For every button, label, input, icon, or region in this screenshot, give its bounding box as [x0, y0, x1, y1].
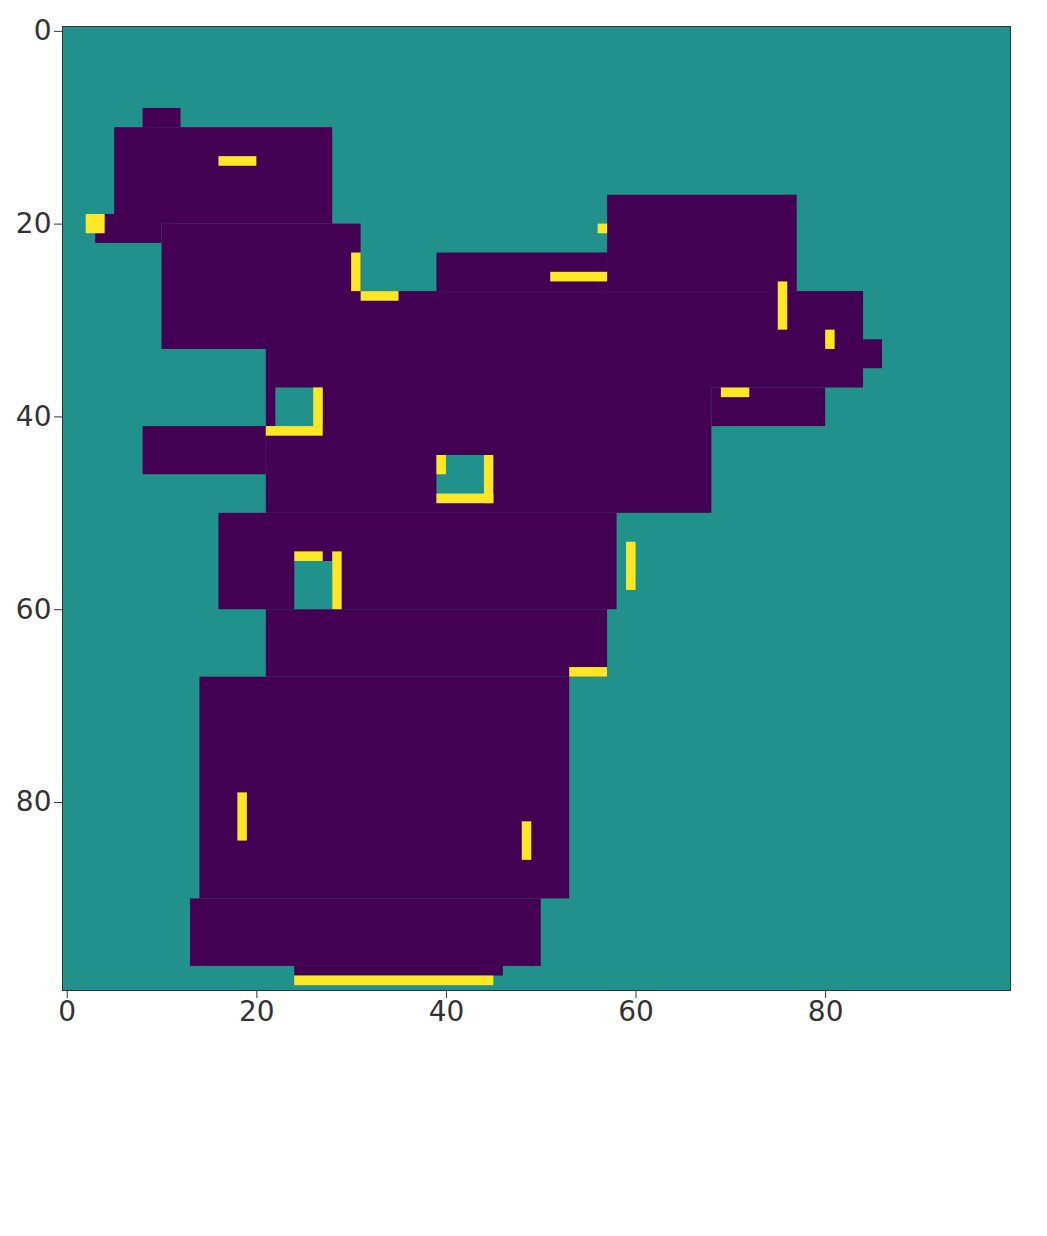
- svg-text:80: 80: [808, 995, 844, 1028]
- svg-text:40: 40: [429, 995, 465, 1028]
- svg-text:0: 0: [34, 14, 52, 47]
- svg-text:20: 20: [16, 207, 52, 240]
- svg-text:0: 0: [58, 995, 76, 1028]
- svg-text:40: 40: [16, 400, 52, 433]
- svg-text:20: 20: [239, 995, 275, 1028]
- svg-text:60: 60: [618, 995, 654, 1028]
- svg-text:60: 60: [16, 593, 52, 626]
- svg-text:80: 80: [16, 785, 52, 818]
